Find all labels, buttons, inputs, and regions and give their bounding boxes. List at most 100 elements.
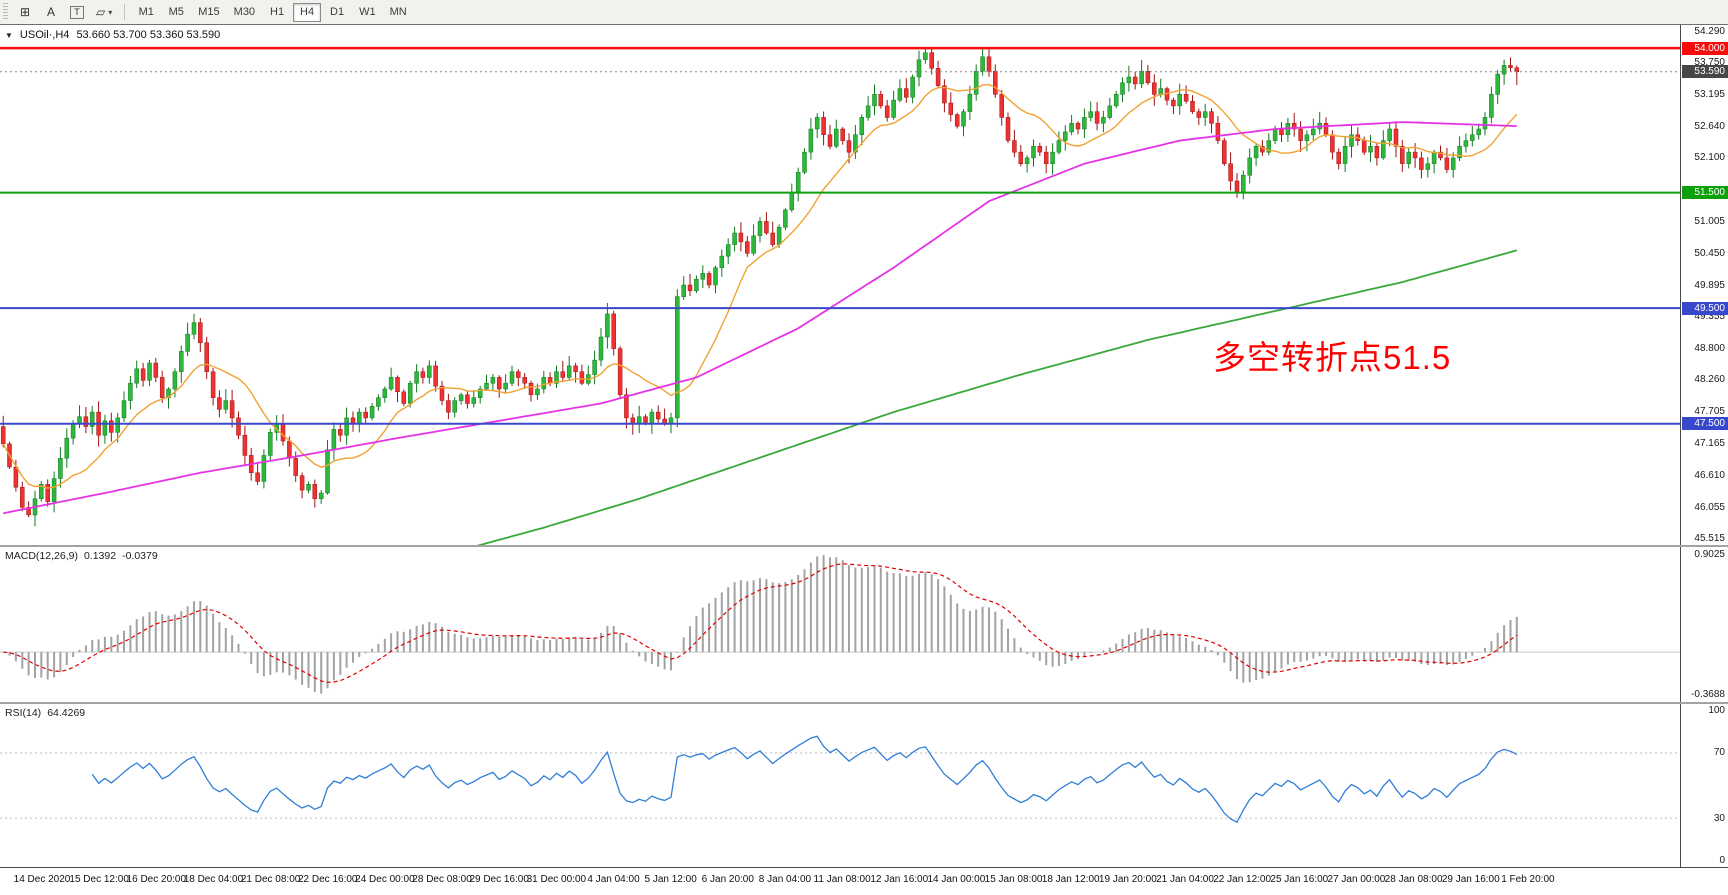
timeframe-m1[interactable]: M1	[132, 3, 160, 22]
time-label: 31 Dec 00:00	[526, 874, 587, 885]
price-tick: 53.750	[1694, 57, 1725, 69]
time-label: 6 Jan 20:00	[701, 874, 754, 885]
time-label: 27 Jan 00:00	[1327, 874, 1386, 885]
price-tick: 50.450	[1694, 247, 1725, 259]
ma-fast-line	[2, 83, 1518, 489]
main-chart-plot[interactable]: ▼ USOil·,H4 53.660 53.700 53.360 53.590 …	[0, 25, 1680, 545]
timeframe-m30[interactable]: M30	[228, 3, 261, 22]
price-tick: 49.895	[1694, 279, 1725, 291]
macd-signal-line	[3, 563, 1518, 684]
time-label: 28 Jan 08:00	[1384, 874, 1443, 885]
pane-splitter[interactable]	[0, 545, 1728, 547]
time-label: 18 Dec 04:00	[183, 874, 244, 885]
price-badge-49.500: 49.500	[1682, 301, 1728, 315]
time-label: 11 Jan 08:00	[813, 874, 871, 885]
cursor-icon: A	[46, 5, 55, 19]
rsi-name: RSI(14)	[5, 707, 42, 719]
time-label: 15 Dec 12:00	[69, 874, 129, 885]
rsi-tick: 70	[1713, 747, 1725, 759]
text-tool-button[interactable]: T	[65, 2, 89, 22]
rsi-value: 64.4269	[47, 707, 86, 719]
toolbar-separator	[124, 4, 126, 20]
chevron-down-icon: ▾	[108, 7, 113, 17]
price-axis[interactable]: 54.290 53.750 53.195 52.640 52.100 51.005 50.4…	[1680, 25, 1728, 545]
time-label: 29 Dec 16:00	[469, 874, 529, 885]
rsi-label: RSI(14) 64.4269	[5, 707, 85, 719]
price-badge-53.590: 53.590	[1682, 65, 1728, 79]
price-tick: 46.610	[1694, 469, 1725, 481]
price-tick: 47.165	[1694, 437, 1725, 449]
grid-icon: ⊞	[19, 5, 31, 19]
rsi-svg	[0, 735, 1680, 824]
time-label: 15 Jan 08:00	[984, 874, 1043, 885]
time-label: 16 Dec 20:00	[126, 874, 187, 885]
macd-signal-value: -0.0379	[122, 550, 158, 562]
time-label: 24 Dec 00:00	[355, 874, 415, 885]
price-tick: 47.705	[1694, 406, 1725, 418]
toolbar-grip[interactable]	[3, 3, 8, 21]
price-badge-47.500: 47.500	[1682, 417, 1728, 431]
price-tick: 52.100	[1694, 152, 1725, 164]
macd-label: MACD(12,26,9) 0.1392 -0.0379	[5, 550, 158, 562]
time-label: 22 Jan 12:00	[1213, 874, 1272, 885]
price-tick: 52.640	[1694, 121, 1725, 133]
price-badge-51.500: 51.500	[1682, 186, 1728, 200]
price-tick: 53.195	[1694, 89, 1725, 101]
ma-mid-line	[3, 121, 1517, 515]
time-label: 21 Dec 08:00	[240, 874, 301, 885]
symbol-label: USOil·,H4	[19, 29, 70, 41]
price-tick: 48.260	[1694, 374, 1725, 386]
timeframe-h4[interactable]: H4	[293, 2, 322, 22]
price-badge-54.000: 54.000	[1682, 41, 1728, 55]
timeframe-m15[interactable]: M15	[192, 3, 225, 22]
main-chart-pane: ▼ USOil·,H4 53.660 53.700 53.360 53.590 …	[0, 25, 1728, 545]
expand-arrow-icon[interactable]: ▼	[5, 30, 13, 40]
macd-axis[interactable]: 0.9025 -0.3688	[1680, 547, 1728, 702]
macd-tick: -0.3688	[1691, 689, 1725, 700]
timeframe-mn[interactable]: MN	[384, 3, 413, 22]
time-label: 12 Jan 16:00	[870, 874, 929, 885]
rsi-tick: 100	[1708, 705, 1725, 716]
time-label: 5 Jan 12:00	[644, 874, 697, 885]
time-axis[interactable]: 14 Dec 2020 15 Dec 12:00 16 Dec 20:00 18 De…	[0, 867, 1728, 895]
timeframe-d1[interactable]: D1	[323, 3, 351, 22]
price-tick: 46.055	[1694, 501, 1725, 513]
time-label: 4 Jan 04:00	[587, 874, 640, 885]
timeframe-w1[interactable]: W1	[353, 3, 382, 22]
price-tick: 45.515	[1694, 532, 1725, 544]
rsi-plot[interactable]: RSI(14) 64.4269	[0, 704, 1680, 867]
candles-layer	[0, 48, 1520, 527]
price-tick: 54.290	[1694, 25, 1725, 37]
macd-name: MACD(12,26,9)	[5, 550, 78, 562]
chart-header: ▼ USOil·,H4 53.660 53.700 53.360 53.590	[5, 29, 220, 41]
toolbar: ⊞ A T ▱ ▾ M1 M5 M15 M30 H1 H4 D1 W1 MN	[0, 0, 1728, 25]
rsi-line	[91, 735, 1518, 824]
rsi-tick: 30	[1713, 812, 1725, 824]
price-tick: 49.355	[1694, 310, 1725, 322]
shapes-tool-button[interactable]: ▱ ▾	[91, 2, 117, 22]
macd-svg	[0, 555, 1680, 694]
annotation-text[interactable]: 多空转折点51.5	[1213, 339, 1452, 376]
macd-main-value: 0.1392	[83, 550, 117, 562]
time-label: 1 Feb 20:00	[1501, 874, 1555, 885]
rsi-axis[interactable]: 100 70 30 0	[1680, 704, 1728, 867]
shapes-icon: ▱	[96, 5, 106, 19]
grid-tool-button[interactable]: ⊞	[13, 2, 37, 22]
timeframe-h1[interactable]: H1	[263, 3, 291, 22]
cursor-tool-button[interactable]: A	[39, 2, 63, 22]
time-label: 22 Dec 16:00	[298, 874, 358, 885]
text-icon: T	[70, 5, 84, 19]
time-label: 14 Dec 2020	[13, 874, 71, 885]
price-tick: 51.005	[1694, 215, 1725, 227]
macd-pane: MACD(12,26,9) 0.1392 -0.0379 0.9025 -0.36…	[0, 547, 1728, 702]
timeframe-m5[interactable]: M5	[162, 3, 190, 22]
macd-histogram	[8, 555, 1518, 694]
time-label: 19 Jan 20:00	[1098, 874, 1157, 885]
price-tick: 48.800	[1694, 343, 1725, 355]
time-label: 29 Jan 16:00	[1441, 874, 1500, 885]
macd-plot[interactable]: MACD(12,26,9) 0.1392 -0.0379	[0, 547, 1680, 702]
timeframe-toolbar: M1 M5 M15 M30 H1 H4 D1 W1 MN	[131, 2, 413, 22]
pane-splitter[interactable]	[0, 702, 1728, 704]
rsi-tick: 0	[1719, 855, 1725, 866]
